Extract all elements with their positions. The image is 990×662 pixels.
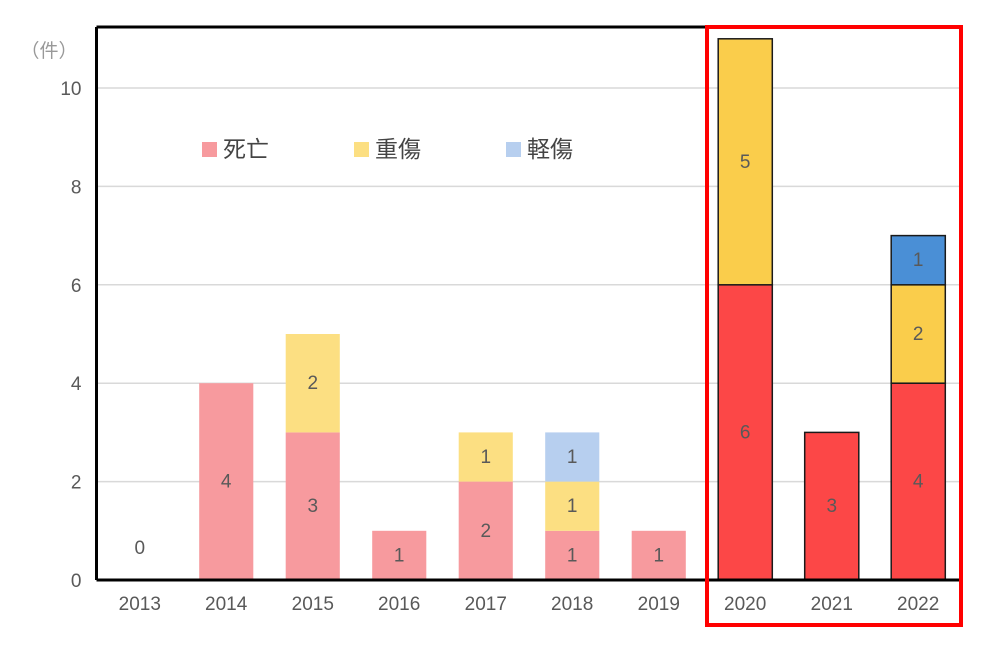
svg-text:5: 5 bbox=[740, 152, 751, 173]
svg-text:2013: 2013 bbox=[119, 594, 161, 615]
svg-text:1: 1 bbox=[913, 250, 924, 271]
svg-text:3: 3 bbox=[308, 496, 319, 517]
svg-text:1: 1 bbox=[654, 545, 665, 566]
svg-text:3: 3 bbox=[827, 496, 838, 517]
svg-text:10: 10 bbox=[60, 79, 81, 100]
svg-text:2020: 2020 bbox=[724, 594, 766, 615]
svg-text:2: 2 bbox=[481, 521, 492, 542]
svg-text:0: 0 bbox=[71, 571, 82, 592]
svg-text:1: 1 bbox=[481, 447, 492, 468]
svg-text:1: 1 bbox=[567, 496, 578, 517]
svg-text:4: 4 bbox=[221, 472, 232, 493]
svg-text:2018: 2018 bbox=[551, 594, 593, 615]
svg-text:2: 2 bbox=[71, 473, 82, 494]
svg-text:重傷: 重傷 bbox=[375, 136, 421, 162]
svg-text:1: 1 bbox=[567, 545, 578, 566]
svg-text:死亡: 死亡 bbox=[223, 136, 269, 162]
svg-text:2: 2 bbox=[913, 324, 924, 345]
svg-text:2017: 2017 bbox=[465, 594, 507, 615]
svg-text:0: 0 bbox=[135, 538, 146, 559]
svg-text:1: 1 bbox=[394, 545, 405, 566]
svg-text:1: 1 bbox=[567, 447, 578, 468]
svg-text:2014: 2014 bbox=[205, 594, 248, 615]
svg-text:2021: 2021 bbox=[811, 594, 853, 615]
svg-text:4: 4 bbox=[913, 472, 924, 493]
svg-text:軽傷: 軽傷 bbox=[527, 136, 573, 162]
svg-text:（件）: （件） bbox=[20, 40, 77, 62]
svg-text:2016: 2016 bbox=[378, 594, 420, 615]
svg-text:2019: 2019 bbox=[638, 594, 680, 615]
svg-text:2015: 2015 bbox=[292, 594, 334, 615]
svg-text:8: 8 bbox=[71, 177, 82, 198]
svg-text:6: 6 bbox=[71, 276, 82, 297]
svg-text:4: 4 bbox=[71, 374, 82, 395]
svg-text:2: 2 bbox=[308, 373, 319, 394]
svg-text:2022: 2022 bbox=[897, 594, 939, 615]
svg-text:6: 6 bbox=[740, 422, 751, 443]
